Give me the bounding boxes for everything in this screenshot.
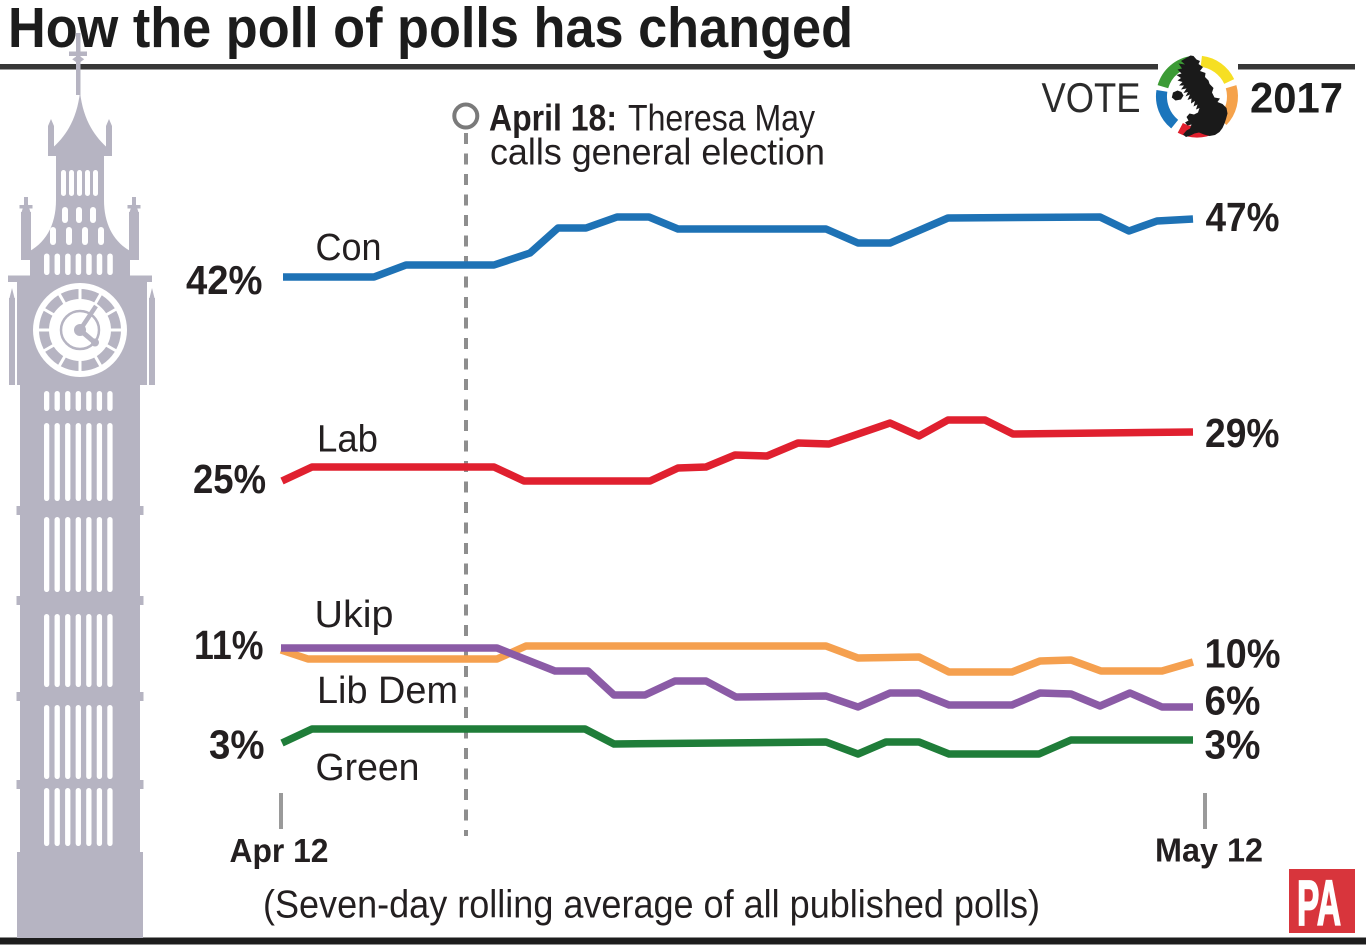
- svg-text:calls general election: calls general election: [490, 132, 825, 173]
- svg-text:10%: 10%: [1205, 631, 1281, 677]
- svg-text:May 12: May 12: [1155, 833, 1263, 870]
- svg-text:PA: PA: [1297, 867, 1341, 939]
- svg-text:47%: 47%: [1206, 194, 1280, 240]
- svg-text:6%: 6%: [1205, 678, 1261, 724]
- svg-text:April 18:Theresa May: April 18: Theresa May: [489, 98, 815, 139]
- svg-text:42%: 42%: [186, 257, 263, 303]
- svg-text:(Seven-day rolling average of: (Seven-day rolling average of all publis…: [263, 884, 1040, 927]
- svg-text:VOTE: VOTE: [1042, 74, 1141, 121]
- svg-text:Ukip: Ukip: [315, 594, 394, 636]
- svg-text:Con: Con: [316, 227, 382, 269]
- svg-text:3%: 3%: [1205, 722, 1261, 768]
- svg-text:3%: 3%: [209, 722, 265, 768]
- svg-text:How the poll of polls has chan: How the poll of polls has changed: [8, 0, 853, 60]
- svg-text:11%: 11%: [194, 622, 264, 668]
- svg-text:2017: 2017: [1250, 75, 1343, 123]
- svg-text:Lib Dem: Lib Dem: [317, 670, 458, 712]
- svg-text:29%: 29%: [1205, 410, 1280, 456]
- svg-text:Lab: Lab: [317, 419, 378, 461]
- svg-text:Apr 12: Apr 12: [230, 833, 329, 870]
- svg-text:Green: Green: [316, 747, 420, 789]
- svg-text:25%: 25%: [193, 456, 266, 502]
